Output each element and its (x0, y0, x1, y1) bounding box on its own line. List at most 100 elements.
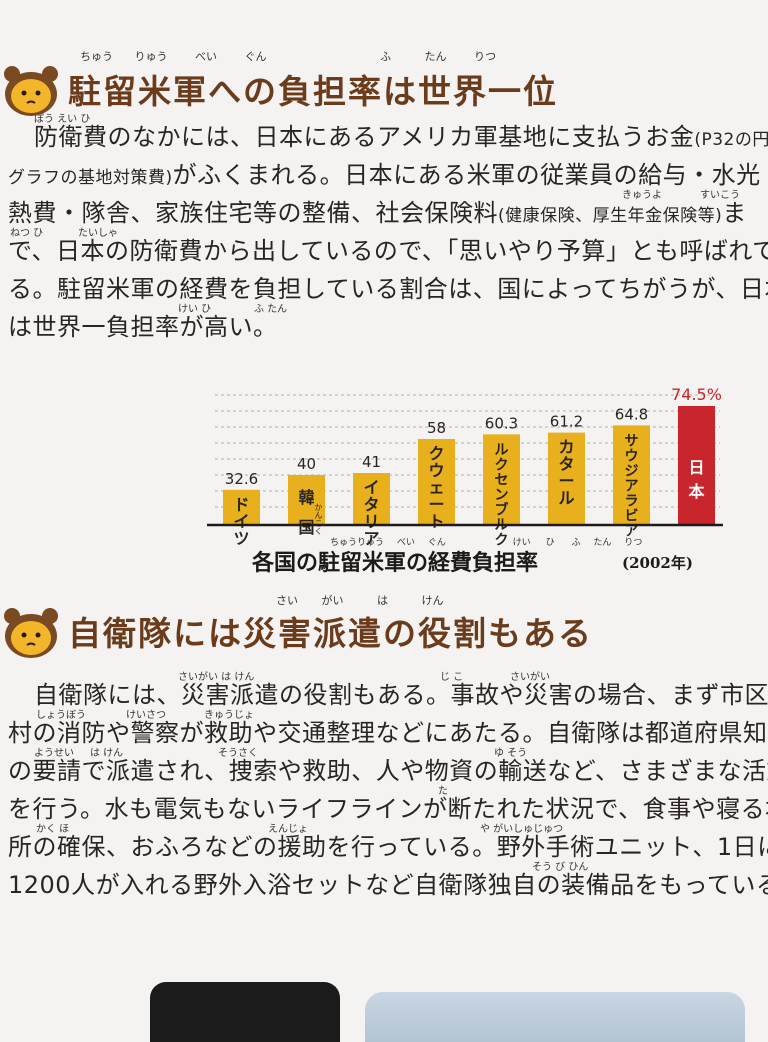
svg-text:ラ: ラ (625, 493, 639, 509)
paragraph-line: 防衛費のなかには、日本にあるアメリカ軍基地に支払うお金(P32の円 (34, 123, 768, 151)
value-label: 60.3 (485, 414, 518, 432)
svg-text:カ: カ (558, 438, 574, 457)
svg-text:ツ: ツ (233, 529, 249, 548)
svg-text:ル: ル (495, 442, 509, 458)
svg-text:ル: ル (558, 489, 574, 508)
furigana: きゅうよ (622, 190, 662, 201)
paragraph-line: る。駐留米軍の経費を負担している割合は、国によってちがうが、日本 (8, 275, 768, 303)
furigana: たいしゃ (78, 228, 118, 239)
paragraph-line: 自衛隊には、災害派遣の役割もある。事故や災害の場合、まず市区町 (34, 681, 768, 709)
svg-text:韓: 韓 (298, 488, 314, 507)
svg-text:ブ: ブ (495, 501, 509, 518)
svg-text:本: 本 (688, 482, 704, 501)
svg-text:タ: タ (558, 455, 574, 474)
furigana: そうさく (218, 748, 258, 759)
value-label: 40 (297, 455, 316, 473)
value-label: 32.6 (225, 470, 258, 488)
mascot-icon (4, 608, 58, 658)
furigana: けいさつ (126, 710, 166, 721)
category-label: 韓国 (298, 488, 314, 537)
bar (223, 489, 260, 525)
svg-text:ン: ン (495, 487, 509, 503)
furigana: かく ほ (36, 824, 70, 835)
svg-text:ク: ク (495, 532, 509, 548)
svg-text:ア: ア (625, 523, 639, 539)
section2-ruby: さい がい は けん (276, 594, 444, 607)
furigana: ねつ ひ (10, 228, 44, 239)
furigana: そう び ひん (532, 862, 589, 873)
bar (613, 425, 650, 525)
bar (678, 406, 715, 525)
svg-text:ア: ア (363, 529, 379, 548)
category-label: 日本 (688, 458, 704, 501)
furigana: すいこう (700, 190, 740, 201)
furigana: さいがい (510, 672, 550, 683)
paragraph-line: の要請で派遣され、捜索や救助、人や物資の輸送など、さまざまな活動 (8, 757, 768, 785)
svg-text:ト: ト (428, 512, 444, 531)
svg-text:日: 日 (688, 458, 704, 477)
svg-text:タ: タ (363, 495, 379, 514)
furigana: や がいしゅじゅつ (480, 824, 564, 835)
svg-text:ド: ド (233, 495, 249, 514)
furigana: ようせい (34, 748, 74, 759)
section1-paragraph: 防衛費のなかには、日本にあるアメリカ軍基地に支払うお金(P32の円 グラフの基地… (8, 118, 768, 346)
paragraph-line: 1200人が入れる野外入浴セットなど自衛隊独自の装備品をもっている。 (8, 871, 768, 899)
paragraph-line: を行う。水も電気もないライフラインが断たれた状況で、食事や寝る場 (8, 795, 768, 823)
chart-title: 各国の駐留米軍の経費負担率 (252, 550, 539, 576)
furigana: ゆ そう (494, 748, 528, 759)
value-label: 41 (362, 453, 381, 471)
bar (548, 432, 585, 525)
svg-text:セ: セ (495, 472, 509, 488)
svg-text:ー: ー (428, 495, 444, 514)
furigana: は けん (90, 748, 124, 759)
svg-text:ク: ク (495, 457, 509, 473)
photo-left (150, 982, 340, 1042)
svg-text:イ: イ (363, 478, 379, 497)
bar (353, 473, 390, 525)
paragraph-line: 村の消防や警察が救助や交通整理などにあたる。自衛隊は都道府県知事 (8, 719, 768, 747)
svg-text:ー: ー (558, 472, 574, 491)
paragraph-line: 熱費・隊舎、家族住宅等の整備、社会保険料(健康保険、厚生年金保険等)ま (8, 199, 747, 227)
furigana: けい ひ (178, 304, 212, 315)
chart-year: (2002年) (622, 554, 693, 572)
furigana: ふ たん (254, 304, 288, 315)
value-label: 64.8 (615, 405, 648, 423)
chart-title-ruby: ちゅうりゅう べい ぐん けい ひ ふ たん りつ (330, 538, 643, 548)
mascot-icon (4, 66, 58, 116)
svg-text:ビ: ビ (625, 508, 639, 524)
category-ruby: かんこく (314, 503, 323, 535)
svg-text:ウ: ウ (625, 448, 639, 464)
paragraph-line: グラフの基地対策費)がふくまれる。日本にある米軍の従業員の給与・水光 (8, 161, 761, 189)
bar (418, 439, 455, 525)
section2-heading: 自衛隊には災害派遣の役割もある (0, 602, 593, 660)
furigana: じ こ (440, 672, 464, 683)
paragraph-line: は世界一負担率が高い。 (8, 313, 278, 341)
section1-ruby: ちゅう りゅう べい ぐん ふ たん りつ (80, 50, 497, 63)
svg-text:ェ: ェ (428, 478, 444, 497)
svg-text:ウ: ウ (428, 461, 444, 480)
category-label: ドイツ (233, 495, 249, 548)
value-label: 74.5% (671, 385, 722, 404)
furigana: きゅうじょ (204, 710, 254, 721)
section1-title: 駐留米軍への負担率は世界一位 (68, 72, 558, 111)
section2-title: 自衛隊には災害派遣の役割もある (68, 614, 593, 653)
paragraph-line: 所の確保、おふろなどの援助を行っている。野外手術ユニット、1日に (8, 833, 768, 861)
section2-paragraph: 自衛隊には、災害派遣の役割もある。事故や災害の場合、まず市区町 村の消防や警察が… (8, 676, 768, 904)
furigana: えんじょ (268, 824, 308, 835)
furigana: た (438, 786, 448, 797)
furigana: さいがい は けん (178, 672, 255, 683)
furigana: ぼう えい ひ (34, 114, 91, 125)
bar (483, 434, 520, 525)
bar (288, 475, 325, 525)
section1-heading: 駐留米軍への負担率は世界一位 (0, 60, 558, 118)
svg-text:ア: ア (625, 478, 639, 494)
value-label: 58 (427, 419, 446, 437)
svg-text:ク: ク (428, 444, 444, 463)
